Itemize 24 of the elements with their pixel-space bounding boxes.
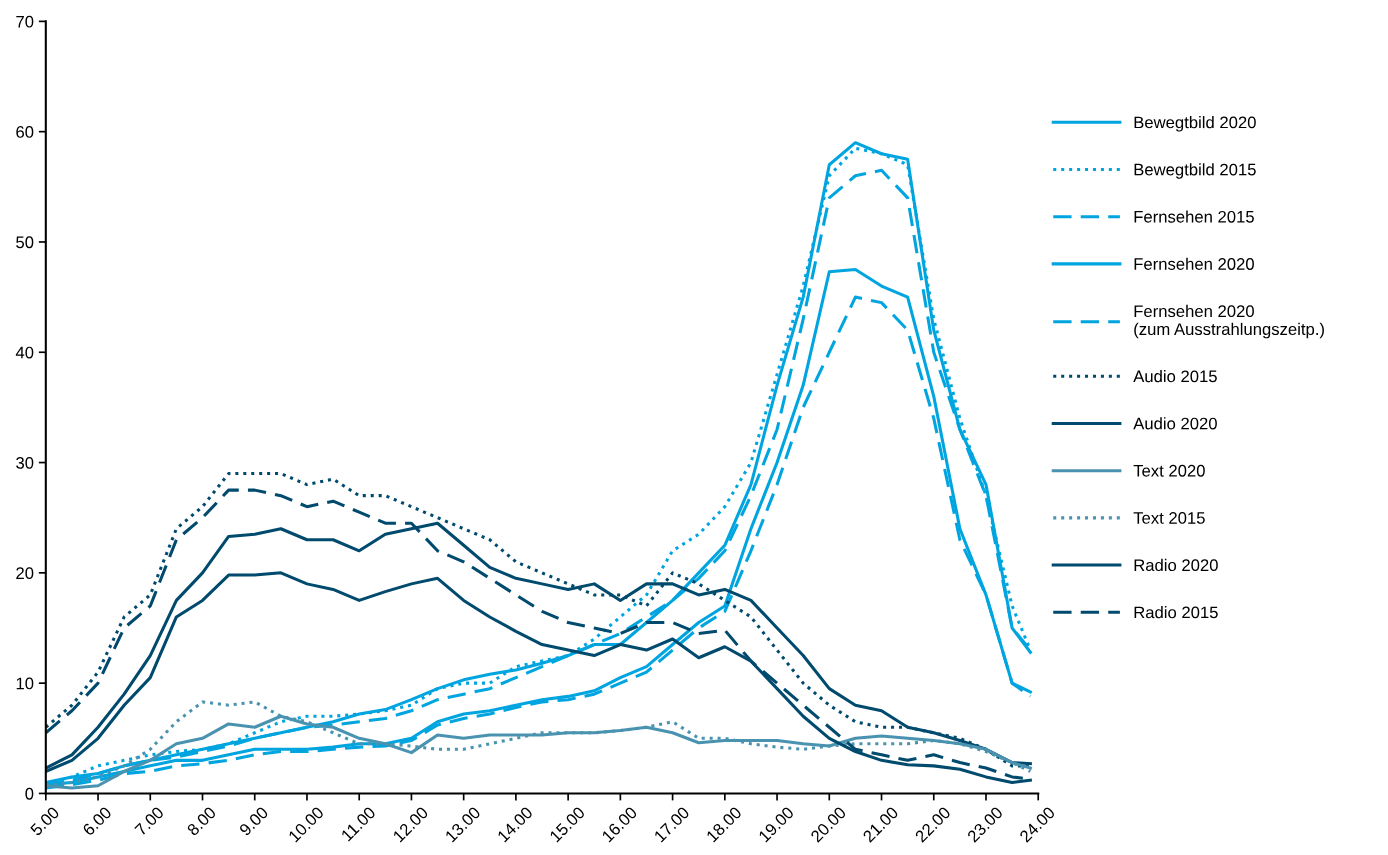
x-tick-label: 5.00: [29, 806, 60, 837]
y-tick-label: 10: [16, 677, 34, 690]
y-tick-label: 0: [25, 787, 34, 800]
y-tick-label: 50: [16, 236, 34, 249]
y-tick-label: 30: [16, 456, 34, 469]
y-tick-label: 70: [16, 15, 34, 28]
legend-label: Radio 2020: [1134, 558, 1218, 572]
legend-label: Bewegtbild 2020: [1134, 116, 1256, 132]
x-tick-label: 7.00: [134, 806, 165, 837]
legend-label: Fernsehen 2020 (zum Ausstrahlungszeitp.): [1134, 304, 1324, 339]
legend-label: Audio 2015: [1133, 370, 1217, 383]
legend-label: Text 2015: [1133, 512, 1205, 524]
y-tick-label: 20: [16, 567, 34, 580]
x-tick-label: 8.00: [186, 806, 217, 837]
legend-label: Radio 2015: [1134, 606, 1218, 619]
x-tick-label: 6.00: [81, 806, 113, 837]
legend-label: Fernsehen 2020: [1134, 257, 1254, 270]
y-tick-label: 60: [16, 126, 34, 138]
legend-label: Bewegtbild 2015: [1134, 163, 1256, 179]
y-tick-label: 40: [15, 346, 34, 359]
legend-label: Fernsehen 2015: [1134, 210, 1254, 223]
legend-label: Text 2020: [1133, 464, 1205, 477]
legend-label: Audio 2020: [1133, 417, 1217, 430]
x-tick-label: 9.00: [238, 806, 269, 837]
